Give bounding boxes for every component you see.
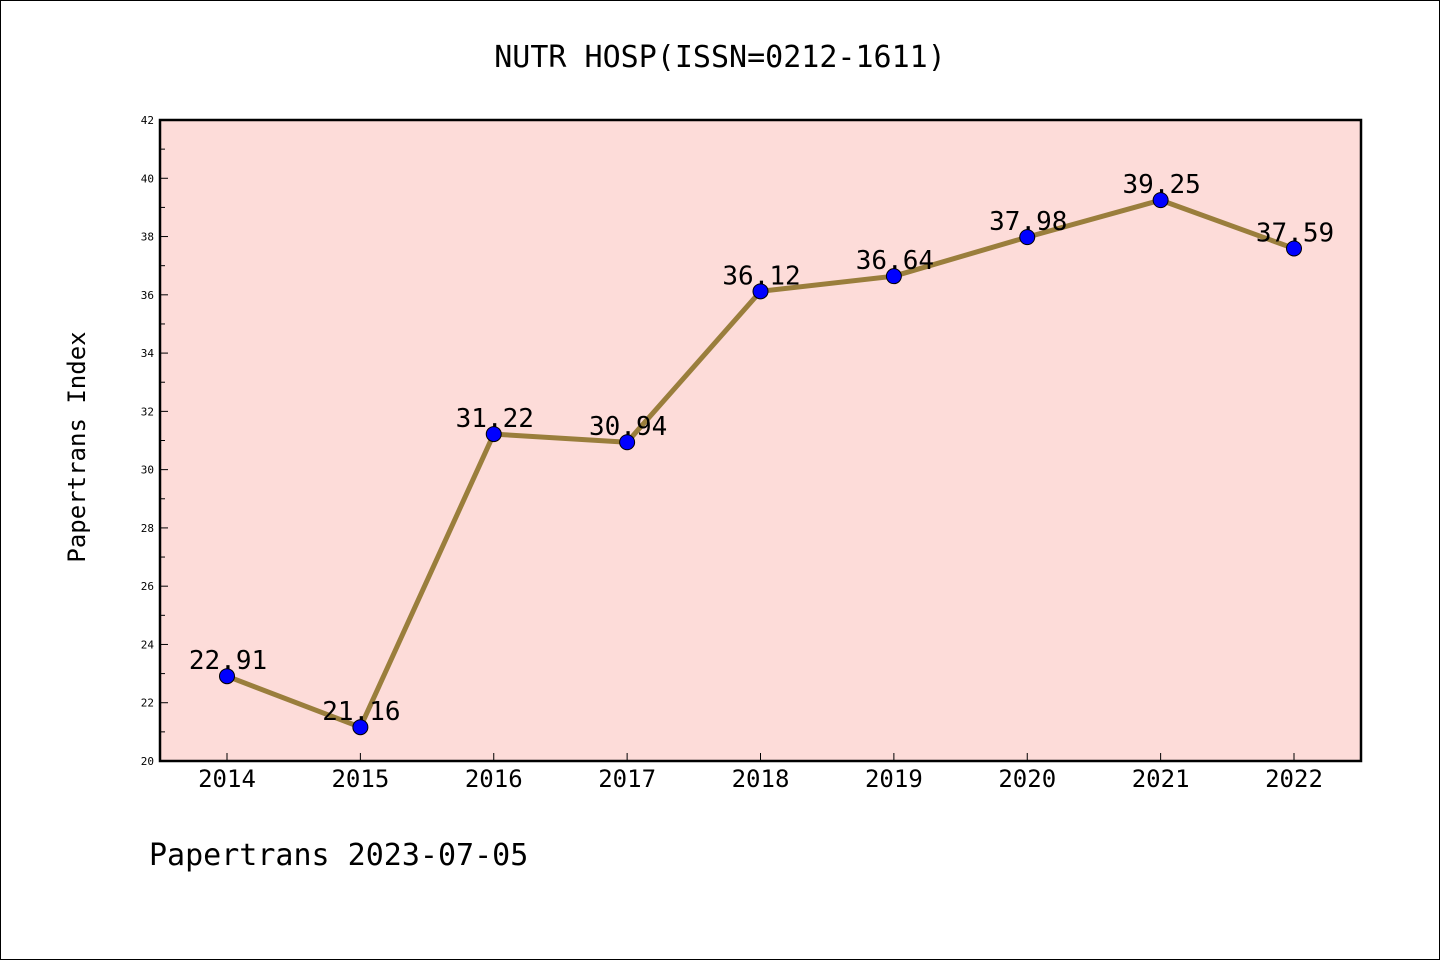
data-label: 22.91 (189, 646, 267, 676)
x-tick-label: 2015 (331, 765, 389, 793)
footer-text: Papertrans 2023-07-05 (149, 838, 528, 873)
x-tick-label: 2018 (732, 765, 790, 793)
data-point (885, 268, 902, 285)
y-tick-label: 28 (141, 522, 154, 535)
data-label: 36.64 (856, 246, 934, 276)
y-tick-label: 38 (141, 231, 154, 244)
data-point (1152, 192, 1169, 209)
x-tick-label: 2020 (998, 765, 1056, 793)
data-labels: 22.91 21.16 31.22 30.94 36.12 36.64 37.98 39.25… (189, 170, 1334, 727)
data-label: 37.59 (1256, 218, 1334, 248)
y-axis: 20 22 24 26 28 30 32 34 36 38 40 42 (141, 114, 168, 768)
data-point (1019, 229, 1036, 246)
data-label: 39.25 (1122, 170, 1200, 200)
data-label: 21.16 (322, 697, 400, 727)
x-tick-label: 2016 (465, 765, 523, 793)
data-label: 36.12 (722, 261, 800, 291)
data-label: 37.98 (989, 207, 1067, 237)
x-tick-label: 2014 (198, 765, 256, 793)
x-tick-label: 2021 (1132, 765, 1190, 793)
y-tick-label: 22 (141, 697, 154, 710)
data-point (752, 283, 769, 300)
x-axis: 2014 2015 2016 2017 2018 2019 2020 2021 2022 (198, 753, 1323, 793)
y-tick-label: 42 (141, 114, 154, 127)
data-point (485, 426, 502, 443)
y-tick-label: 34 (141, 347, 155, 360)
x-tick-label: 2019 (865, 765, 923, 793)
data-point (1286, 240, 1302, 257)
y-tick-label: 40 (141, 172, 154, 185)
data-point (219, 668, 235, 685)
y-tick-label: 32 (141, 405, 154, 418)
y-axis-title: Papertrans Index (63, 331, 91, 562)
y-tick-label: 26 (141, 580, 154, 593)
x-tick-label: 2022 (1265, 765, 1323, 793)
series-group (219, 192, 1302, 736)
data-label: 31.22 (456, 404, 534, 434)
data-point (352, 719, 369, 736)
data-label: 30.94 (589, 412, 667, 442)
y-tick-label: 20 (141, 755, 154, 768)
chart-title: NUTR HOSP(ISSN=0212-1611) (494, 40, 946, 75)
plot-area (158, 118, 1363, 763)
y-tick-label: 30 (141, 464, 154, 477)
data-point (619, 434, 636, 451)
y-tick-label: 24 (141, 638, 155, 651)
y-tick-label: 36 (141, 289, 154, 302)
x-tick-label: 2017 (598, 765, 656, 793)
